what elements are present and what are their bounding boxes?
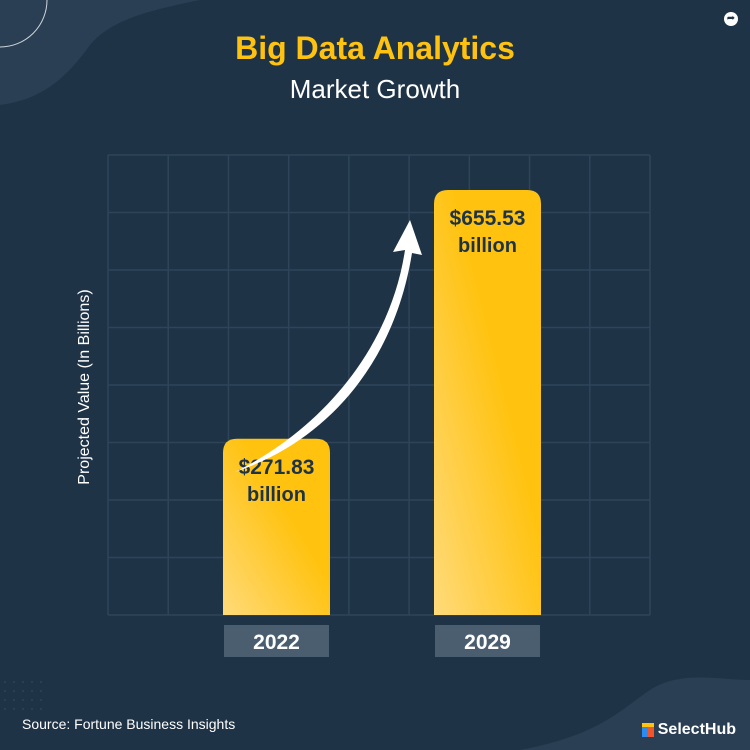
decor-dot <box>22 699 24 701</box>
decor-dot <box>40 681 42 683</box>
category-box <box>224 625 329 657</box>
data-label-unit: billion <box>458 235 517 257</box>
chart-title: Big Data Analytics <box>235 30 515 66</box>
decor-dot <box>4 690 6 692</box>
decor-dot <box>13 681 15 683</box>
decor-dot <box>4 681 6 683</box>
decor-dot <box>31 681 33 683</box>
decor-dot <box>22 681 24 683</box>
decor-dot <box>13 690 15 692</box>
brand-logo: SelectHub <box>641 721 736 739</box>
decor-dot <box>13 699 15 701</box>
x-tick-label: 2029 <box>464 631 511 654</box>
data-label-amount: $271.83 <box>239 456 315 479</box>
decor-dot <box>40 699 42 701</box>
category-box <box>435 625 540 657</box>
bar-2022 <box>223 438 330 615</box>
data-label-unit: billion <box>247 484 306 506</box>
decor-dot <box>31 690 33 692</box>
decor-dot <box>40 708 42 710</box>
brand-name: SelectHub <box>657 721 736 738</box>
source-text: Source: Fortune Business Insights <box>22 716 236 732</box>
bars: $271.83 billion 2022 $655.53 billion 2029 <box>223 190 541 657</box>
decor-blob-bottom <box>520 677 750 750</box>
decor-dot <box>40 690 42 692</box>
chart-subtitle: Market Growth <box>289 74 461 104</box>
x-tick-label: 2022 <box>253 631 300 654</box>
decor-dot <box>31 699 33 701</box>
share-icon[interactable]: ➦ <box>724 12 738 26</box>
y-axis-label: Projected Value (In Billions) <box>76 289 93 485</box>
decor-dot <box>4 708 6 710</box>
decor-dot <box>22 690 24 692</box>
decor-dots <box>4 681 42 710</box>
grid <box>107 154 651 616</box>
data-label-amount: $655.53 <box>450 207 526 230</box>
decor-dot <box>31 708 33 710</box>
decor-dot <box>13 708 15 710</box>
decor-blob-top <box>0 0 200 105</box>
decor-dot <box>22 708 24 710</box>
decor-dot <box>4 699 6 701</box>
selecthub-logo-icon <box>641 723 654 737</box>
bar-2029 <box>434 190 541 615</box>
growth-arrow <box>235 220 422 472</box>
